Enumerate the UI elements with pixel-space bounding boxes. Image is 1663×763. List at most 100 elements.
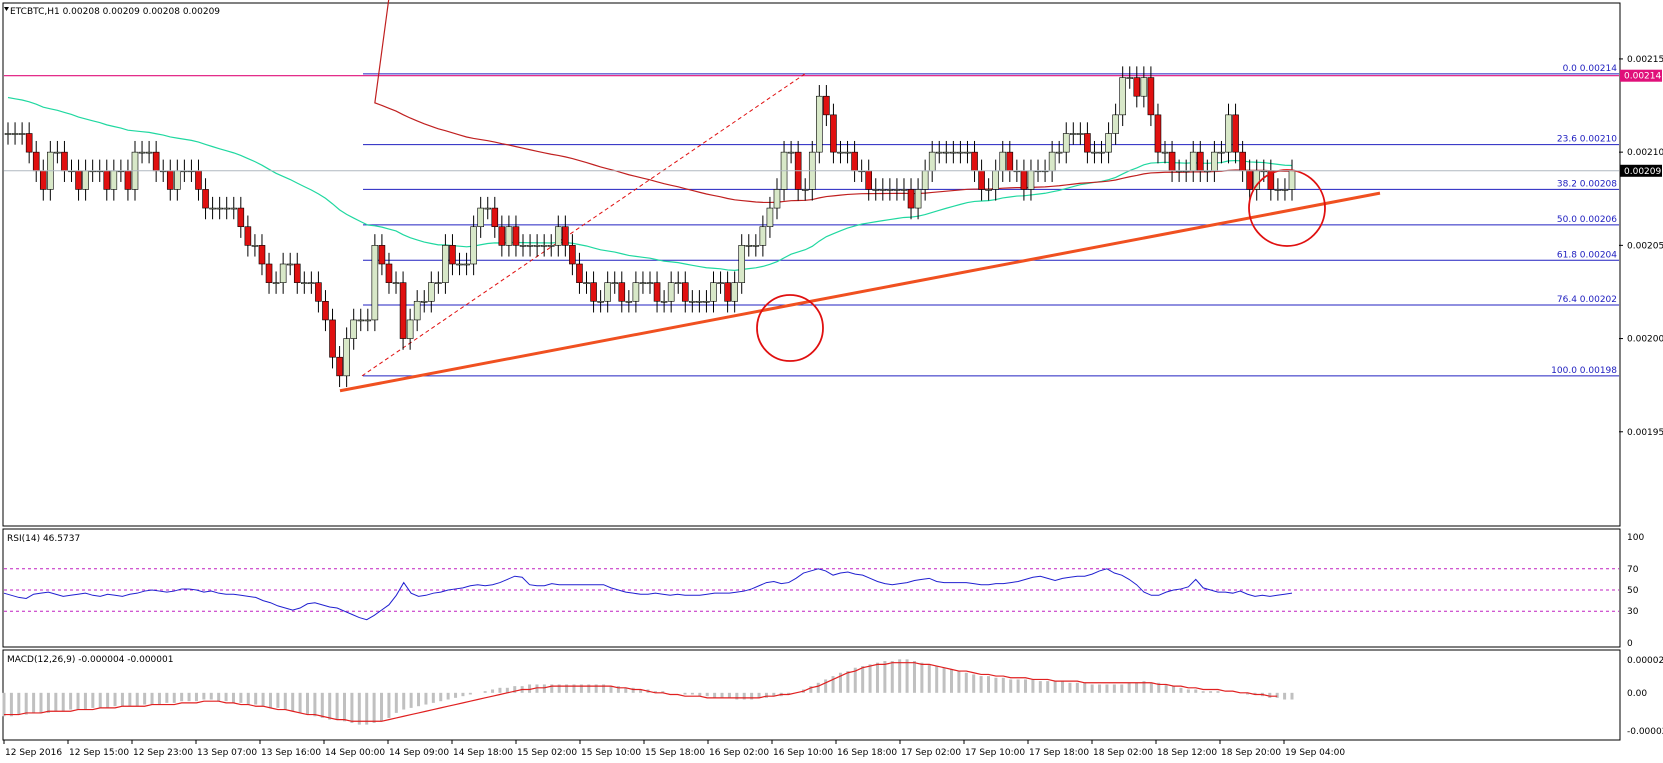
candle-bull <box>625 300 633 303</box>
candle-bull <box>223 207 231 210</box>
rsi-tick-label-0: 100 <box>1627 533 1644 543</box>
fib-label-0: 0.0 0.00214 <box>1563 64 1618 74</box>
support-trendline <box>339 191 1381 393</box>
time-tick-label-7: 14 Sep 18:00 <box>453 748 513 758</box>
time-tick-label-13: 16 Sep 18:00 <box>837 748 897 758</box>
fib-label-5: 76.4 0.00202 <box>1557 295 1617 305</box>
candle-bull <box>554 226 562 246</box>
time-tick-label-9: 15 Sep 10:00 <box>581 748 641 758</box>
candle-bull <box>364 319 372 322</box>
candle-bull <box>717 282 724 284</box>
candle-bull <box>837 151 844 154</box>
candle-bull <box>110 170 118 190</box>
candle-bull <box>82 170 89 190</box>
price-tick-label-1: 0.00210 <box>1627 148 1663 158</box>
collapse-triangle-icon[interactable] <box>4 7 9 11</box>
candlesticks <box>4 66 1296 388</box>
candle-bull <box>1112 114 1119 134</box>
candle-bull <box>1274 189 1282 191</box>
candle-bear <box>512 226 520 246</box>
candle-bull <box>1069 133 1077 135</box>
candle-bear <box>851 151 858 172</box>
candle-bull <box>646 282 654 284</box>
candle-bull <box>442 245 449 283</box>
candle-bull <box>1126 77 1134 79</box>
candle-bear <box>237 207 245 228</box>
macd-indicator: 0.000022 0.00 -0.000024 <box>2 656 1663 737</box>
candle-bull <box>935 151 943 154</box>
candle-bull <box>540 245 548 247</box>
candle-bull <box>427 282 435 302</box>
time-tick-label-19: 18 Sep 20:00 <box>1221 748 1281 758</box>
rsi-panel-frame <box>2 528 1621 648</box>
candle-bull <box>357 319 365 322</box>
candle-bear <box>61 151 68 172</box>
candle-bull <box>1055 151 1063 154</box>
candle-bull <box>11 133 19 135</box>
price-tick-label-0: 0.00215 <box>1627 55 1663 65</box>
time-tick-label-17: 18 Sep 02:00 <box>1093 748 1153 758</box>
candle-bull <box>174 170 181 190</box>
candle-bull <box>547 245 555 247</box>
candle-bear <box>681 282 689 302</box>
time-tick-label-20: 19 Sep 04:00 <box>1285 748 1345 758</box>
time-tick-label-11: 16 Sep 02:00 <box>709 748 769 758</box>
candle-bull <box>251 245 259 247</box>
candle-bull <box>279 263 287 283</box>
candle-bull <box>752 245 760 247</box>
candle-bull <box>816 95 823 153</box>
candle-bear <box>322 300 329 321</box>
candle-bull <box>611 282 619 284</box>
candle-bull <box>674 282 682 284</box>
rsi-tick-label-2: 50 <box>1627 586 1639 596</box>
candle-bull <box>745 245 753 247</box>
candle-bear <box>498 226 506 246</box>
price-tick-label-3: 0.00200 <box>1627 335 1663 345</box>
candle-bear <box>39 170 47 190</box>
resistance-price-box <box>1620 69 1662 82</box>
candle-bull <box>597 300 604 303</box>
candle-bull <box>1140 77 1148 97</box>
candle-bear <box>75 170 82 190</box>
candle-bear <box>1147 77 1155 116</box>
candle-bear <box>1196 151 1204 172</box>
fib-label-6: 100.0 0.00198 <box>1551 366 1617 376</box>
candle-bull <box>872 189 880 191</box>
ma-slow-line <box>374 0 1293 204</box>
time-axis: 12 Sep 2016 12 Sep 15:00 12 Sep 23:00 13 Se… <box>3 740 1345 758</box>
candle-bear <box>1133 77 1141 97</box>
candle-bull <box>308 282 315 284</box>
time-tick-label-12: 16 Sep 10:00 <box>773 748 833 758</box>
candle-bull <box>413 300 421 321</box>
candle-bull <box>992 170 999 190</box>
trendline[interactable] <box>339 191 1381 393</box>
candle-bull <box>18 133 26 135</box>
candle-bear <box>315 282 322 302</box>
candle-bull <box>145 151 153 154</box>
candle-bull <box>893 189 901 191</box>
time-tick-label-5: 14 Sep 00:00 <box>325 748 385 758</box>
candle-bull <box>632 282 640 302</box>
candle-bear <box>569 245 576 265</box>
candle-bull <box>350 319 357 339</box>
time-tick-label-10: 15 Sep 18:00 <box>645 748 705 758</box>
time-tick-label-0: 12 Sep 2016 <box>5 748 62 758</box>
price-tick-label-2: 0.00205 <box>1627 241 1663 251</box>
candle-bull <box>787 151 795 154</box>
candle-bull <box>477 207 484 228</box>
candle-bull <box>639 282 647 284</box>
annotation-circles <box>756 169 1326 362</box>
candle-bear <box>399 282 407 339</box>
candle-bull <box>272 282 280 284</box>
candle-bear <box>823 95 830 116</box>
fib-label-1: 23.6 0.00210 <box>1557 135 1617 145</box>
rsi-indicator: 100 70 50 30 0 <box>3 533 1644 649</box>
candle-bear <box>265 263 273 283</box>
candle-bull <box>526 245 534 247</box>
candle-bull <box>463 263 470 266</box>
candle-bear <box>576 263 583 283</box>
candle-bull <box>1281 189 1289 191</box>
time-tick-label-15: 17 Sep 10:00 <box>965 748 1025 758</box>
candle-bull <box>1189 151 1197 172</box>
